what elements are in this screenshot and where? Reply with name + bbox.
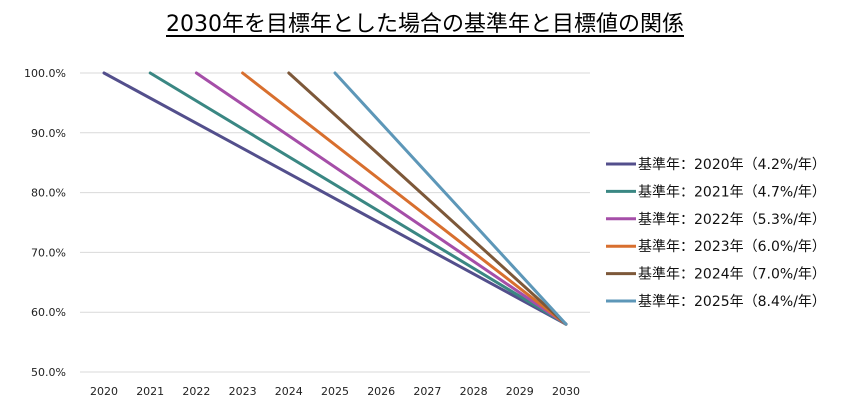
y-tick-label: 70.0% <box>31 246 66 259</box>
legend: 基準年：2020年（4.2%/年） 基準年：2021年（4.7%/年） 基準年：20… <box>606 156 826 310</box>
legend-label: 基準年：2020年（4.2%/年） <box>638 156 826 173</box>
x-tick-label: 2026 <box>367 385 395 398</box>
x-axis-ticks: 2020 2021 2022 2023 2024 2025 2026 2027 2028 2029… <box>90 385 580 398</box>
series-line-6 <box>333 71 568 326</box>
x-tick-label: 2023 <box>229 385 257 398</box>
legend-item: 基準年：2022年（5.3%/年） <box>606 211 826 228</box>
x-tick-label: 2025 <box>321 385 349 398</box>
y-tick-label: 100.0% <box>24 67 66 80</box>
y-tick-label: 80.0% <box>31 187 66 200</box>
x-tick-label: 2029 <box>506 385 534 398</box>
series-line-4 <box>241 71 568 326</box>
legend-item: 基準年：2020年（4.2%/年） <box>606 156 826 173</box>
legend-item: 基準年：2024年（7.0%/年） <box>606 266 826 283</box>
x-tick-label: 2028 <box>460 385 488 398</box>
legend-label: 基準年：2025年（8.4%/年） <box>638 293 826 310</box>
series-lines <box>102 71 568 326</box>
x-tick-label: 2027 <box>413 385 441 398</box>
legend-item: 基準年：2021年（4.7%/年） <box>606 183 826 200</box>
legend-label: 基準年：2023年（6.0%/年） <box>638 238 826 255</box>
x-tick-label: 2022 <box>182 385 210 398</box>
series-line-3 <box>194 71 568 326</box>
series-line-5 <box>287 71 568 326</box>
legend-item: 基準年：2025年（8.4%/年） <box>606 293 826 310</box>
y-tick-label: 50.0% <box>31 366 66 379</box>
legend-label: 基準年：2024年（7.0%/年） <box>638 266 826 283</box>
legend-item: 基準年：2023年（6.0%/年） <box>606 238 826 255</box>
x-tick-label: 2020 <box>90 385 118 398</box>
legend-label: 基準年：2022年（5.3%/年） <box>638 211 826 228</box>
y-axis-ticks: 50.0% 60.0% 70.0% 80.0% 90.0% 100.0% <box>24 67 66 379</box>
legend-label: 基準年：2021年（4.7%/年） <box>638 183 826 200</box>
series-line-1 <box>102 71 568 326</box>
x-tick-label: 2021 <box>136 385 164 398</box>
y-tick-label: 60.0% <box>31 306 66 319</box>
grid-lines <box>80 72 590 373</box>
series-line-2 <box>148 71 568 326</box>
chart-title: 2030年を目標年とした場合の基準年と目標値の関係 <box>166 12 684 37</box>
y-tick-label: 90.0% <box>31 127 66 140</box>
x-tick-label: 2030 <box>552 385 580 398</box>
x-tick-label: 2024 <box>275 385 303 398</box>
